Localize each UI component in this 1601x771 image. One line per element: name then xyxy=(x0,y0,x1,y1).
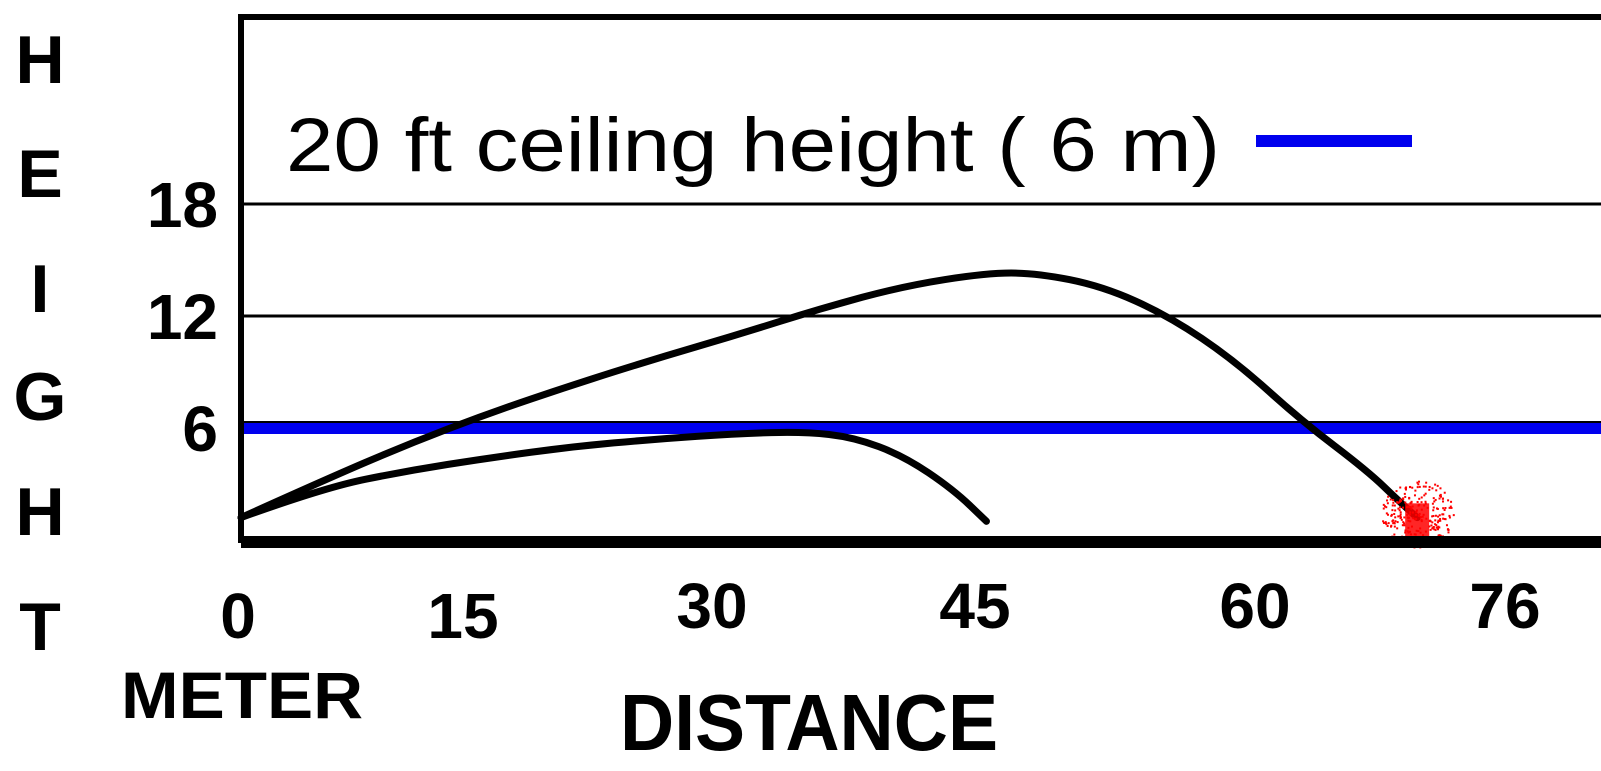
x-tick-label-60: 60 xyxy=(1219,570,1290,642)
y-title-letter-6: T xyxy=(19,589,61,665)
x-axis-title: DISTANCE xyxy=(620,678,998,767)
series-group xyxy=(237,269,1421,525)
trajectory-2 xyxy=(237,269,1421,522)
x-tick-label-15: 15 xyxy=(427,580,498,652)
x-tick-label-30: 30 xyxy=(676,570,747,642)
y-title-letter-4: G xyxy=(14,359,67,435)
x-tick-label-76: 76 xyxy=(1469,570,1540,642)
y-tick-label-18: 18 xyxy=(147,169,218,241)
plot-frame xyxy=(238,14,1601,548)
y-title-letter-5: H xyxy=(15,474,64,550)
y-tick-label-12: 12 xyxy=(147,281,218,353)
y-title-letter-1: H xyxy=(15,22,64,98)
x-tick-label-0: 0 xyxy=(220,580,256,652)
x-tick-labels: 0 15 30 45 60 76 xyxy=(220,570,1540,652)
y-tick-label-6: 6 xyxy=(182,393,218,465)
y-title-letter-2: E xyxy=(17,136,62,212)
grid xyxy=(241,202,1601,318)
x-unit-label: METER xyxy=(121,658,363,732)
y-tick-labels: 6 12 18 xyxy=(147,169,218,465)
x-tick-label-45: 45 xyxy=(939,570,1010,642)
legend-label: 20 ft ceiling height ( 6 m) xyxy=(286,103,1220,188)
trajectory-1 xyxy=(237,428,990,525)
legend: 20 ft ceiling height ( 6 m) xyxy=(286,103,1412,188)
y-title-letter-3: I xyxy=(31,251,50,327)
